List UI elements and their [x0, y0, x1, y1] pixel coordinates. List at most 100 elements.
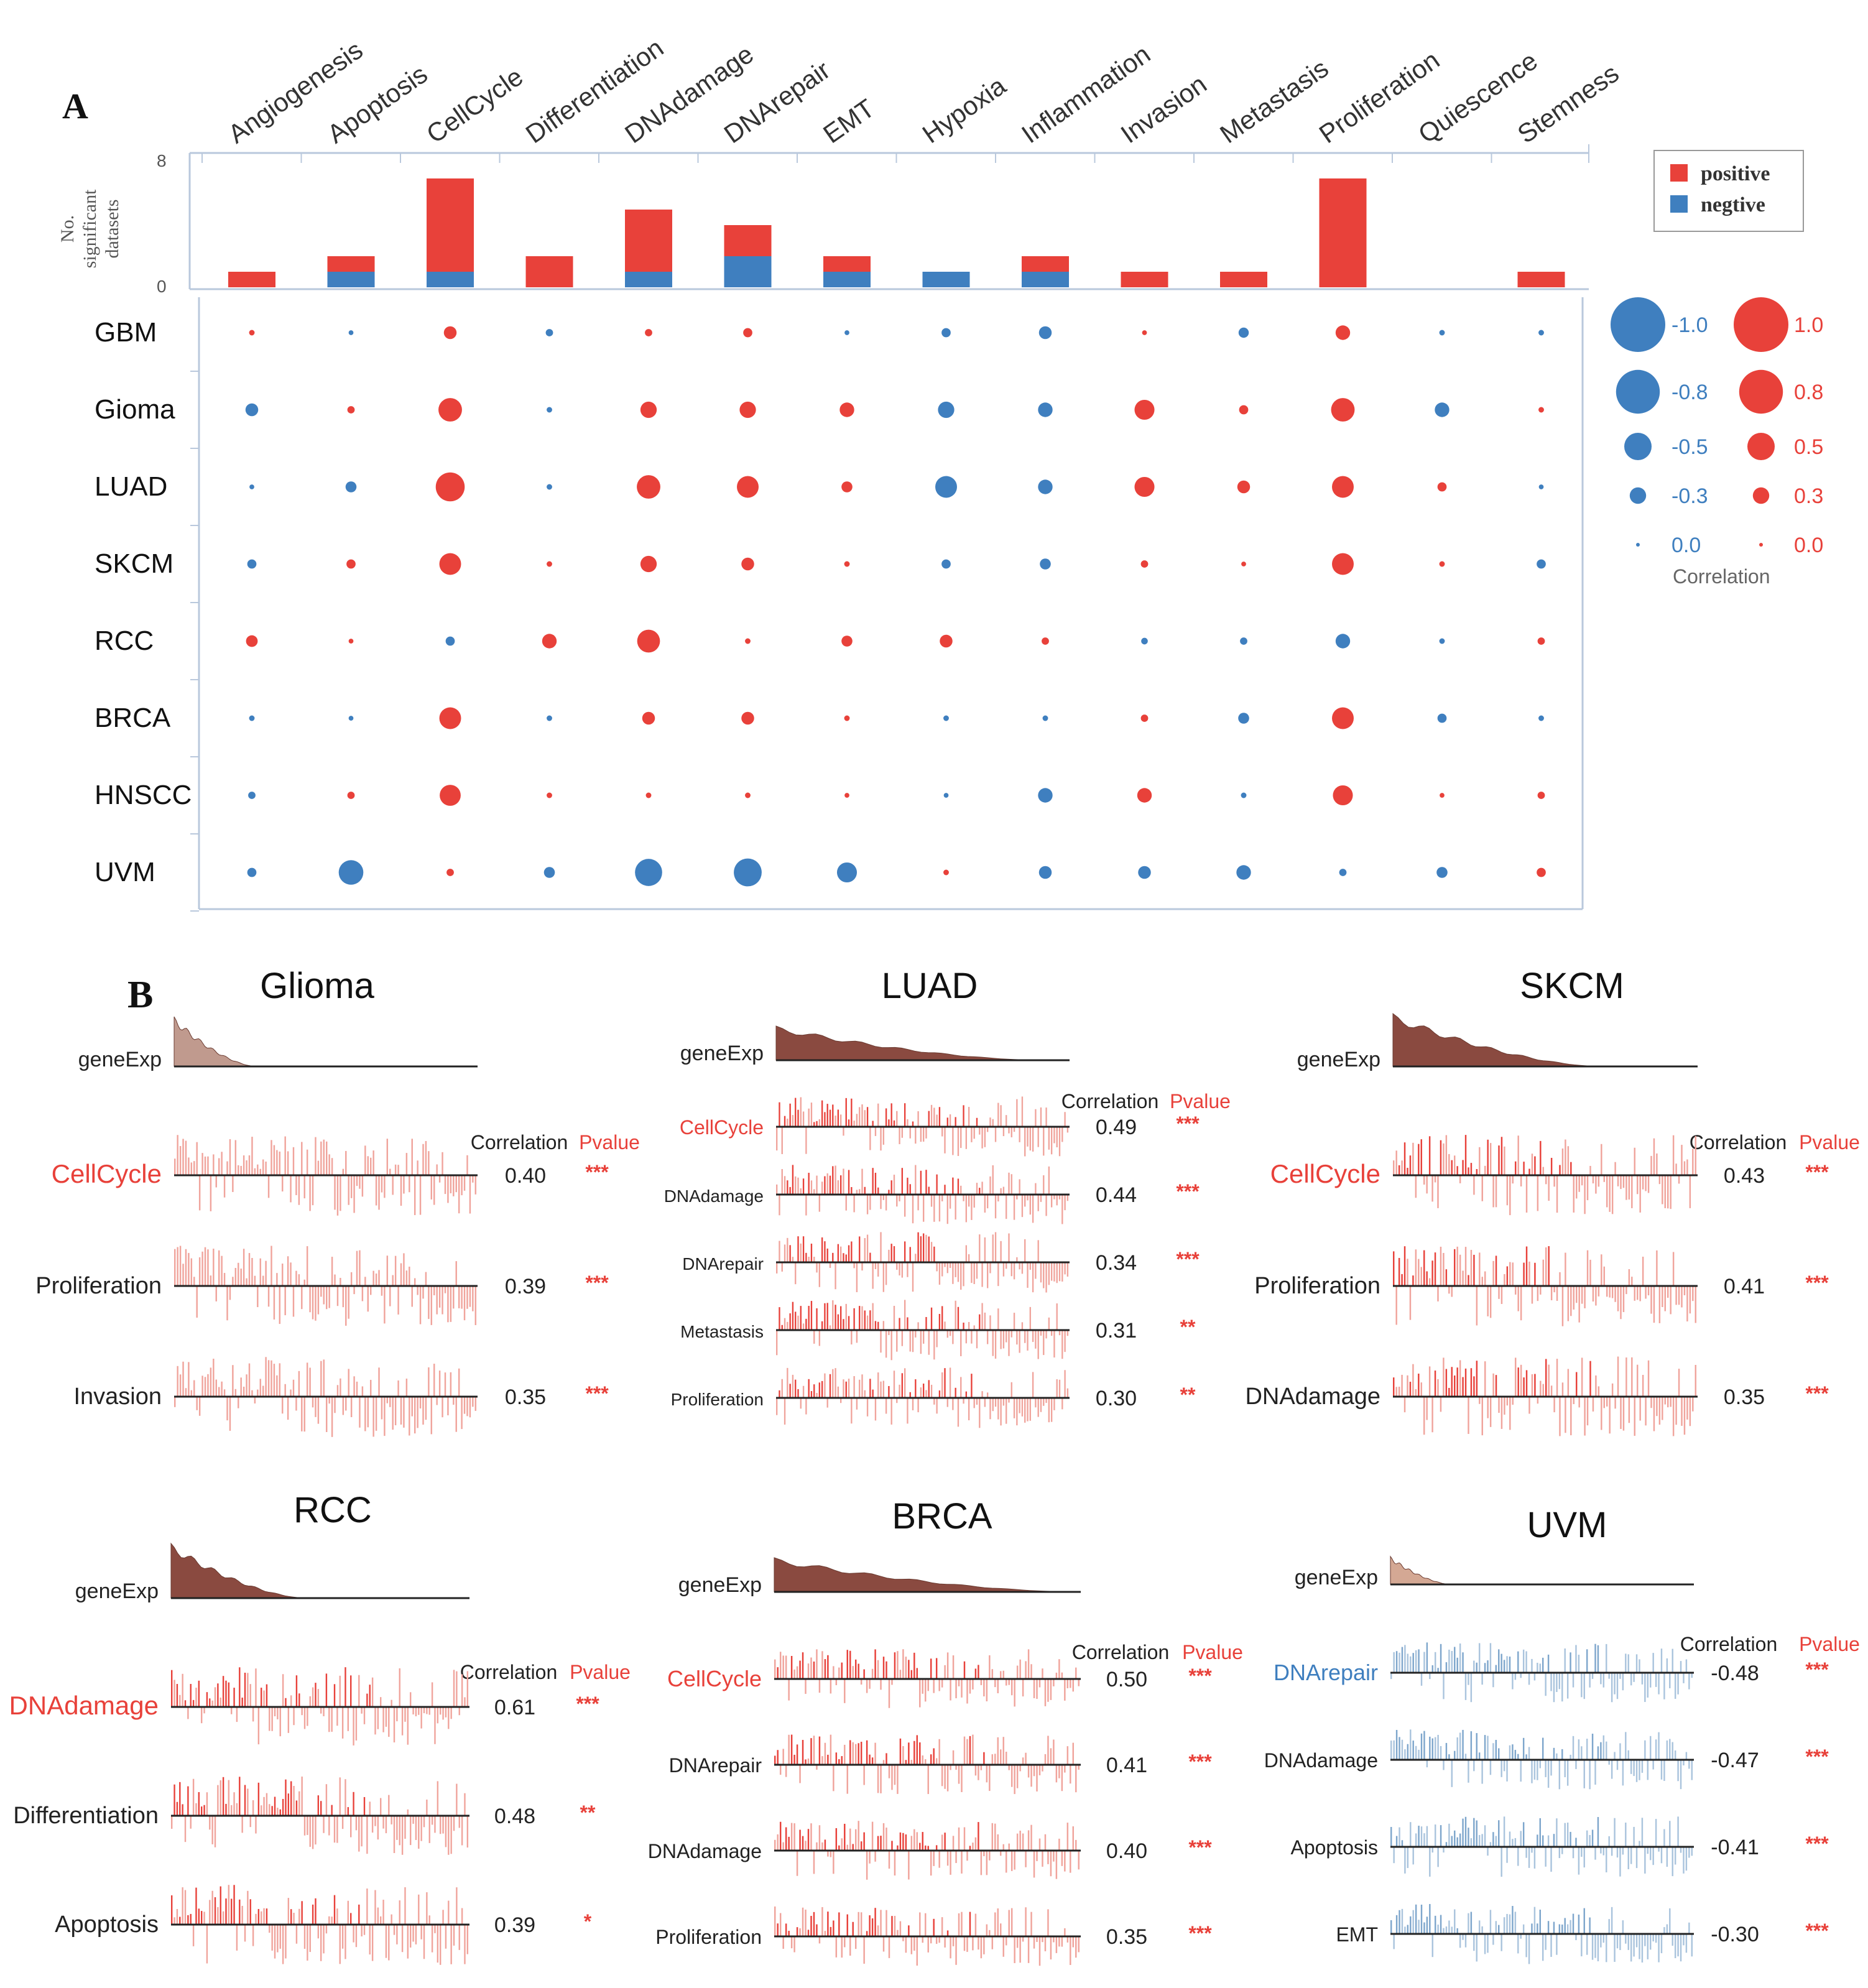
- score-bar: [246, 1374, 247, 1397]
- score-bar: [384, 1397, 386, 1436]
- score-bar: [829, 1175, 831, 1195]
- score-bar: [292, 1286, 295, 1317]
- score-bar: [347, 1707, 349, 1731]
- score-bar: [839, 1398, 842, 1403]
- score-bar: [1008, 1233, 1010, 1262]
- score-bar: [1495, 1665, 1497, 1673]
- score-bar: [893, 1305, 895, 1330]
- score-bar: [431, 1925, 433, 1953]
- score-bar: [1418, 1649, 1420, 1673]
- score-bar: [894, 1652, 896, 1679]
- score-bar: [853, 1308, 855, 1330]
- score-bar: [963, 1398, 964, 1404]
- score-bar: [284, 1286, 286, 1316]
- score-bar: [904, 1241, 906, 1262]
- score-bar: [928, 1186, 930, 1195]
- score-bar: [430, 1175, 433, 1200]
- score-bar: [261, 1805, 262, 1816]
- score-bar: [298, 1274, 300, 1286]
- score-bar: [938, 1314, 941, 1330]
- correlation-bubble: [635, 859, 662, 886]
- score-bar: [182, 1887, 183, 1925]
- score-bar: [1570, 1652, 1571, 1673]
- score-bar: [190, 1684, 192, 1707]
- score-bar: [790, 1936, 793, 1949]
- score-bar: [1401, 1274, 1403, 1286]
- score-bar: [1464, 1934, 1467, 1948]
- score-bar: [1498, 1649, 1500, 1673]
- score-bar: [1622, 1175, 1625, 1188]
- score-bar: [1639, 1175, 1641, 1213]
- score-bar: [1644, 1740, 1646, 1760]
- score-bar: [920, 1387, 922, 1398]
- bar-negative: [625, 272, 672, 287]
- score-bar: [430, 1397, 433, 1435]
- correlation-bubble: [844, 715, 850, 721]
- score-bar: [1558, 1924, 1561, 1934]
- score-bar: [472, 1397, 474, 1407]
- correlation-bubble: [348, 716, 354, 721]
- score-bar: [1459, 1175, 1461, 1183]
- correlation-bubble: [1537, 792, 1545, 799]
- score-bar: [1476, 1361, 1478, 1397]
- score-bar: [997, 1195, 999, 1202]
- score-bar: [912, 1121, 914, 1127]
- score-bar: [1525, 1246, 1528, 1286]
- score-bar: [923, 1233, 925, 1262]
- score-bar: [244, 1785, 246, 1816]
- score-bar: [805, 1252, 807, 1262]
- score-bar: [259, 1258, 261, 1286]
- score-bar: [872, 1121, 874, 1127]
- score-bar: [404, 1887, 406, 1925]
- score-bar: [950, 1765, 951, 1770]
- score-bar: [277, 1808, 279, 1816]
- score-bar: [1564, 1918, 1566, 1934]
- score-bar: [991, 1823, 994, 1851]
- score-bar: [174, 1158, 176, 1175]
- score-bar: [266, 1793, 268, 1816]
- score-bar: [1016, 1257, 1018, 1262]
- score-bar: [1476, 1820, 1477, 1847]
- score-bar: [287, 1256, 289, 1286]
- score-bar: [1393, 1251, 1395, 1286]
- score-bar: [866, 1195, 869, 1214]
- score-bar: [442, 1707, 444, 1720]
- bar-positive: [625, 210, 672, 272]
- score-bar: [437, 1925, 439, 1963]
- score-bar: [1628, 1269, 1630, 1286]
- score-bar: [1429, 1847, 1431, 1877]
- score-bar: [1509, 1831, 1511, 1847]
- score-bar: [1695, 1135, 1696, 1175]
- score-bar: [1443, 1928, 1445, 1934]
- score-bar: [1495, 1375, 1497, 1397]
- score-bar: [295, 1925, 298, 1944]
- score-bar: [877, 1925, 879, 1936]
- score-bar: [371, 1677, 374, 1707]
- score-bar: [1691, 1934, 1693, 1957]
- score-bar: [1634, 1147, 1635, 1175]
- correlation-bubble: [1239, 405, 1249, 415]
- correlation-bubble: [841, 636, 853, 647]
- score-bar: [1027, 1195, 1029, 1201]
- score-bar: [955, 1262, 956, 1277]
- score-bar: [420, 1707, 422, 1729]
- score-bar: [1010, 1127, 1012, 1137]
- bar-positive: [327, 256, 375, 272]
- score-bar: [1412, 1741, 1414, 1760]
- score-bar: [946, 1765, 949, 1792]
- score-bar: [236, 1707, 238, 1722]
- score-bar: [458, 1286, 460, 1308]
- score-bar: [1625, 1357, 1627, 1397]
- score-bar: [1038, 1679, 1041, 1688]
- score-bar: [1644, 1934, 1646, 1946]
- score-bar: [1670, 1286, 1671, 1315]
- score-bar: [252, 1925, 254, 1946]
- pvalue-stars: **: [1180, 1384, 1196, 1406]
- score-bar: [444, 1175, 446, 1195]
- score-bar: [920, 1330, 922, 1354]
- score-bar: [1423, 1175, 1425, 1185]
- score-bar: [869, 1915, 871, 1936]
- score-bar: [273, 1286, 275, 1320]
- score-bar: [1611, 1847, 1613, 1856]
